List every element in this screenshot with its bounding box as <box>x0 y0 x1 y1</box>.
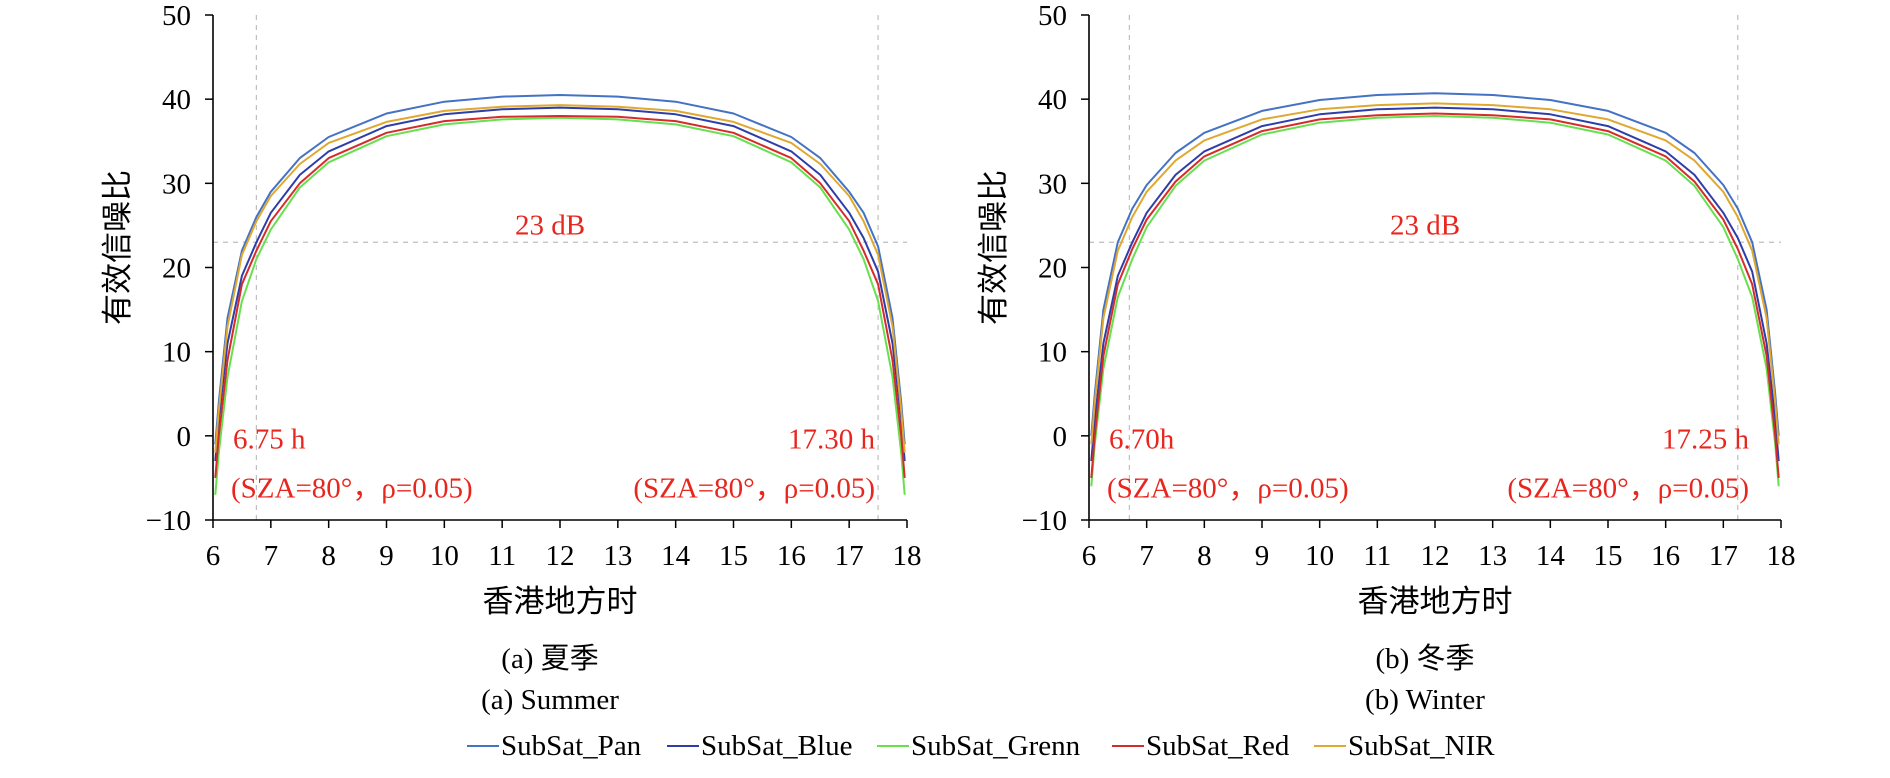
y-tick-label: 40 <box>162 84 191 116</box>
y-tick-label: 40 <box>1038 84 1067 116</box>
left-time-annotation: 6.75 h <box>233 423 306 455</box>
right-condition-annotation: (SZA=80°，ρ=0.05) <box>1507 472 1749 504</box>
caption-english: (a) Summer <box>481 684 619 716</box>
x-tick-label: 13 <box>1478 540 1507 572</box>
x-tick-label: 7 <box>264 540 279 572</box>
series-line-subsat_grenn <box>214 116 906 495</box>
x-tick-label: 6 <box>206 540 221 572</box>
y-tick-label: 50 <box>1038 0 1067 32</box>
x-tick-label: 9 <box>1255 540 1270 572</box>
y-axis-title: 有效信噪比 <box>100 170 135 325</box>
series-line-subsat_red <box>1090 112 1780 478</box>
x-tick-label: 14 <box>661 540 691 572</box>
x-tick-label: 13 <box>603 540 632 572</box>
x-tick-label: 17 <box>835 540 864 572</box>
series-line-subsat_grenn <box>1090 115 1780 487</box>
x-tick-label: 12 <box>1421 540 1450 572</box>
x-tick-label: 9 <box>379 540 394 572</box>
y-axis-title: 有效信噪比 <box>976 170 1011 325</box>
x-axis-title: 香港地方时 <box>1358 584 1513 619</box>
x-tick-label: 14 <box>1536 540 1566 572</box>
left-condition-annotation: (SZA=80°，ρ=0.05) <box>1107 472 1349 504</box>
winter-panel: 50 40 30 20 10 0 −10 6 7 8 9 10 11 12 13 14 15 16 17 18 23 d… <box>976 0 1796 716</box>
y-tick-label: 20 <box>1038 253 1067 285</box>
x-tick-label: 17 <box>1709 540 1738 572</box>
series-line-subsat_nir <box>1090 102 1780 445</box>
left-condition-annotation: (SZA=80°，ρ=0.05) <box>231 472 473 504</box>
legend-label: SubSat_Red <box>1146 730 1290 762</box>
threshold-label: 23 dB <box>1390 209 1460 241</box>
y-tick-label: −10 <box>146 505 191 537</box>
x-tick-label: 11 <box>1363 540 1391 572</box>
series-line-subsat_red <box>214 115 906 478</box>
x-tick-label: 16 <box>777 540 806 572</box>
x-tick-label: 15 <box>719 540 748 572</box>
y-tick-label: 10 <box>162 337 191 369</box>
x-tick-label: 16 <box>1651 540 1680 572</box>
x-tick-label: 8 <box>1197 540 1212 572</box>
right-condition-annotation: (SZA=80°，ρ=0.05) <box>633 472 875 504</box>
legend: SubSat_Pan SubSat_Blue SubSat_Grenn SubSat_… <box>467 730 1495 762</box>
series-line-subsat_blue <box>1090 106 1780 462</box>
x-tick-label: 8 <box>321 540 336 572</box>
x-tick-label: 18 <box>1767 540 1796 572</box>
y-tick-label: 50 <box>162 0 191 32</box>
x-tick-label: 18 <box>893 540 922 572</box>
series-line-subsat_nir <box>214 104 906 453</box>
y-tick-label: 10 <box>1038 337 1067 369</box>
x-tick-label: 12 <box>546 540 575 572</box>
x-axis-title: 香港地方时 <box>483 584 638 619</box>
y-tick-label: 0 <box>1053 421 1068 453</box>
caption-chinese: (a) 夏季 <box>501 642 598 675</box>
left-time-annotation: 6.70h <box>1109 423 1175 455</box>
legend-label: SubSat_Grenn <box>911 730 1081 762</box>
summer-panel: 50 40 30 20 10 0 −10 6 7 8 9 10 11 12 13 14 15 16 17 18 23 d… <box>100 0 922 716</box>
x-tick-label: 7 <box>1139 540 1154 572</box>
right-time-annotation: 17.30 h <box>788 423 876 455</box>
x-tick-label: 11 <box>488 540 516 572</box>
x-tick-label: 10 <box>1305 540 1334 572</box>
y-tick-label: 30 <box>1038 168 1067 200</box>
legend-label: SubSat_NIR <box>1348 730 1495 762</box>
series-line-subsat_pan <box>214 94 906 445</box>
threshold-label: 23 dB <box>515 209 585 241</box>
right-time-annotation: 17.25 h <box>1662 423 1750 455</box>
y-tick-label: 20 <box>162 253 191 285</box>
series-line-subsat_pan <box>1090 92 1780 436</box>
legend-label: SubSat_Pan <box>501 730 642 762</box>
y-tick-label: 30 <box>162 168 191 200</box>
caption-english: (b) Winter <box>1365 684 1485 716</box>
x-tick-label: 15 <box>1594 540 1623 572</box>
caption-chinese: (b) 冬季 <box>1375 642 1474 675</box>
y-tick-label: 0 <box>177 421 192 453</box>
y-tick-label: −10 <box>1022 505 1067 537</box>
legend-label: SubSat_Blue <box>701 730 852 762</box>
x-tick-label: 10 <box>430 540 459 572</box>
x-tick-label: 6 <box>1082 540 1097 572</box>
series-line-subsat_blue <box>214 106 906 462</box>
